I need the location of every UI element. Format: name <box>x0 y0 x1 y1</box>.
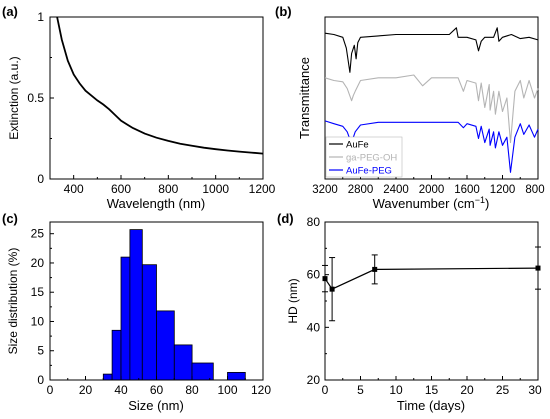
panel-c-histogram-bar <box>191 362 214 381</box>
panel-c: (c) 0 20 40 60 80 100 120 0 5 10 15 20 2… <box>2 211 271 413</box>
panel-d-plot-frame <box>324 221 539 381</box>
panel-d-data-point <box>535 265 541 271</box>
panel-b-legend-label-aufe-peg: AuFe-PEG <box>346 166 392 177</box>
panel-b-x-axis-label-sup: −1 <box>475 195 485 205</box>
panel-a-x-axis-label: Wavelength (nm) <box>107 196 206 211</box>
panel-b-x-axis-label-main: Wavenumber (cm <box>373 196 475 211</box>
panel-a-y-tick-label: 0.5 <box>27 91 44 105</box>
panel-d-data-point <box>372 266 378 272</box>
panel-a-label: (a) <box>2 4 18 19</box>
panel-c-y-tick-label: 5 <box>37 344 44 358</box>
panel-b-x-tick-label: 1200 <box>490 184 516 196</box>
panel-a-x-tick-labels: 400 600 800 1000 1200 <box>64 182 276 196</box>
panel-a-x-tick-label: 600 <box>111 182 131 196</box>
panel-c-bars <box>102 229 246 381</box>
panel-a-plot-frame <box>49 16 264 180</box>
panel-c-x-tick-label: 60 <box>150 383 164 397</box>
panel-d-data-point <box>322 276 328 282</box>
panel-a-x-tick-label: 1000 <box>202 182 229 196</box>
panel-c-x-tick-label: 120 <box>251 383 271 397</box>
panel-b-x-tick-label: 800 <box>525 184 544 196</box>
panel-b-legend-label-aufe: AuFe <box>346 140 369 151</box>
panel-b-x-tick-label: 2800 <box>348 184 374 196</box>
panel-c-y-tick-label: 25 <box>31 227 45 241</box>
panel-a-ticks <box>50 16 264 180</box>
panel-d-x-tick-labels: 0 5 10 15 20 25 30 <box>322 383 542 397</box>
panel-b-legend: AuFe ga-PEG-OH AuFe-PEG <box>325 136 403 178</box>
panel-c-y-tick-label: 10 <box>31 314 45 328</box>
panel-c-histogram-bar <box>120 256 131 381</box>
panel-c-ticks <box>49 233 264 381</box>
panel-b-aufe-peg-spectrum <box>324 120 539 173</box>
panel-b-ga-peg-oh-spectrum <box>324 74 539 144</box>
panel-c-x-axis-label: Size (nm) <box>128 398 184 413</box>
panel-b-aufe-spectrum <box>324 27 539 73</box>
panel-d-data-point <box>329 286 335 292</box>
panel-d-x-tick-label: 5 <box>357 383 364 397</box>
panel-d: (d) 0 5 10 15 20 25 30 20 40 60 80 Time … <box>277 211 542 413</box>
panel-d-y-tick-label: 60 <box>307 268 321 282</box>
panel-b-x-tick-labels: 3200 2800 2400 2000 1600 1200 800 <box>312 184 544 196</box>
panel-d-x-tick-label: 25 <box>496 383 510 397</box>
panel-d-series <box>322 246 541 322</box>
panel-c-x-tick-label: 0 <box>47 383 54 397</box>
panel-a-x-tick-label: 1200 <box>249 182 276 196</box>
panel-b-x-tick-label: 2000 <box>419 184 445 196</box>
panel-d-x-tick-label: 15 <box>425 383 439 397</box>
panel-a: (a) 400 600 800 1000 1200 0 0.5 1 Wavele… <box>2 4 276 211</box>
panel-d-y-tick-label: 40 <box>307 320 321 334</box>
panel-d-hd-line <box>324 267 539 290</box>
panel-a-y-tick-labels: 0 0.5 1 <box>27 10 44 186</box>
panel-a-y-tick-label: 1 <box>37 10 44 24</box>
panel-d-x-tick-label: 0 <box>322 383 329 397</box>
panel-b-x-axis-label: Wavenumber (cm−1) <box>373 195 490 211</box>
panel-b-series <box>324 27 539 173</box>
panel-d-y-tick-label: 20 <box>307 373 321 387</box>
panel-a-series <box>56 16 264 155</box>
panel-d-y-tick-labels: 20 40 60 80 <box>307 215 321 387</box>
panel-a-x-tick-label: 800 <box>158 182 178 196</box>
panel-d-ticks <box>324 221 539 381</box>
panel-c-histogram-bar <box>102 373 113 381</box>
panel-c-histogram-bar <box>141 264 157 381</box>
panel-c-x-tick-labels: 0 20 40 60 80 100 120 <box>47 383 272 397</box>
panel-b-x-tick-label: 2400 <box>383 184 409 196</box>
panel-b: (b) 3200 2800 2400 2000 1600 1200 800 Wa… <box>275 4 545 211</box>
panel-d-x-axis-label: Time (days) <box>397 398 465 413</box>
panel-c-y-tick-label: 15 <box>31 285 45 299</box>
panel-c-label: (c) <box>2 211 18 226</box>
panel-c-histogram-bar <box>129 229 143 381</box>
panel-c-x-tick-label: 20 <box>79 383 93 397</box>
panel-d-y-tick-label: 80 <box>307 215 321 229</box>
panel-d-x-tick-label: 20 <box>460 383 474 397</box>
panel-c-x-tick-label: 40 <box>114 383 128 397</box>
panel-c-histogram-bar <box>111 329 122 381</box>
panel-a-y-tick-label: 0 <box>37 172 44 186</box>
panel-c-histogram-bar <box>156 310 175 381</box>
panel-b-x-tick-label: 1600 <box>454 184 480 196</box>
panel-c-x-tick-label: 100 <box>217 383 237 397</box>
panel-d-label: (d) <box>277 211 294 226</box>
panel-d-y-axis-label: HD (nm) <box>286 278 300 323</box>
panel-b-x-axis-label-end: ) <box>485 196 489 211</box>
panel-b-y-axis-label: Transmittance <box>297 57 312 139</box>
panel-b-x-tick-label: 3200 <box>312 184 338 196</box>
panel-c-y-axis-label: Size distribution (%) <box>6 248 20 355</box>
panel-c-y-tick-label: 20 <box>31 256 45 270</box>
panel-b-legend-label-ga-peg-oh: ga-PEG-OH <box>346 153 397 164</box>
panel-a-extinction-line <box>56 16 264 155</box>
panel-d-x-tick-label: 10 <box>389 383 403 397</box>
panel-c-y-tick-label: 0 <box>37 373 44 387</box>
panel-a-x-tick-label: 400 <box>64 182 84 196</box>
panel-a-y-axis-label: Extinction (a.u.) <box>7 56 21 139</box>
panel-b-label: (b) <box>275 4 292 19</box>
panel-d-x-tick-label: 30 <box>528 383 542 397</box>
panel-c-histogram-bar <box>227 371 246 381</box>
panel-c-y-tick-labels: 0 5 10 15 20 25 <box>31 227 45 387</box>
panel-c-x-tick-label: 80 <box>185 383 199 397</box>
panel-c-histogram-bar <box>173 344 193 381</box>
